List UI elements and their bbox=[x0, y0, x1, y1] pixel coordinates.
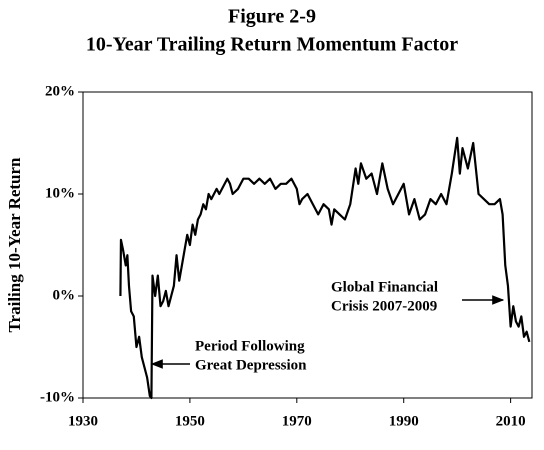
y-tick-label: 0% bbox=[53, 287, 76, 303]
x-tick-label: 1970 bbox=[282, 413, 312, 429]
x-tick-label: 2010 bbox=[496, 413, 526, 429]
chart-subtitle: 10-Year Trailing Return Momentum Factor bbox=[86, 34, 458, 56]
y-tick-label: 20% bbox=[45, 83, 75, 99]
annotation: Crisis 2007-2009 bbox=[331, 298, 437, 314]
annotation: Great Depression bbox=[195, 357, 307, 373]
x-tick-label: 1990 bbox=[389, 413, 419, 429]
y-tick-label: 10% bbox=[45, 185, 75, 201]
y-axis-label: Trailing 10-Year Return bbox=[5, 157, 24, 333]
plot-frame bbox=[82, 91, 533, 399]
chart-title: Figure 2-9 bbox=[228, 6, 316, 28]
data-line bbox=[119, 136, 531, 400]
x-tick-label: 1950 bbox=[175, 413, 205, 429]
x-tick-label: 1930 bbox=[68, 413, 98, 429]
annotation: Period Following bbox=[195, 338, 305, 354]
y-tick-label: -10% bbox=[40, 389, 75, 405]
annotation: Global Financial bbox=[331, 279, 438, 295]
